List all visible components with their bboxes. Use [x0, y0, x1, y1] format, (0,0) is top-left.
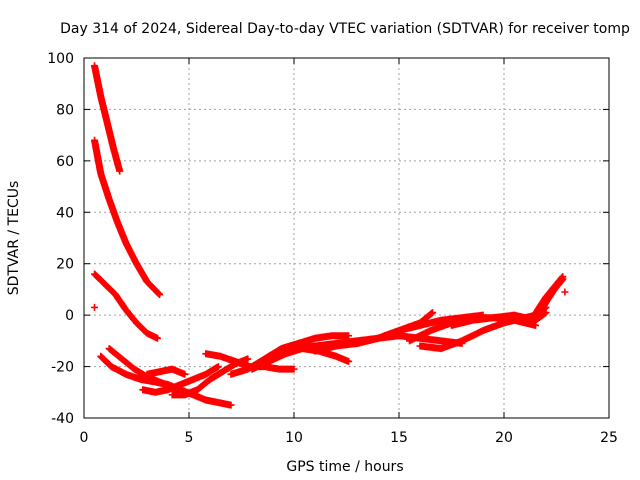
axis-ticks [83, 57, 610, 419]
data-point-markers [91, 270, 161, 342]
y-tick-label: 40 [56, 205, 74, 221]
x-tick-label: 15 [390, 430, 408, 446]
data-point-markers [91, 303, 98, 311]
x-tick-label: 0 [80, 430, 89, 446]
y-tick-label: 100 [47, 51, 74, 67]
data-point-markers [311, 309, 437, 355]
y-tick-label: 20 [56, 257, 74, 273]
x-tick-label: 20 [495, 430, 513, 446]
series-arc-3 [91, 270, 161, 342]
data-series [91, 62, 569, 409]
x-tick-labels: 0 5 10 15 20 25 [80, 430, 618, 446]
x-tick-label: 10 [285, 430, 303, 446]
data-point-markers [143, 365, 189, 378]
chart-title: Day 314 of 2024, Sidereal Day-to-day VTE… [60, 21, 630, 37]
series-arc-20 [532, 275, 567, 324]
series-arc-4 [91, 303, 98, 311]
y-tick-label: 60 [56, 154, 74, 170]
data-point-markers [561, 288, 569, 296]
y-tick-label: 80 [56, 102, 74, 118]
data-point-markers [139, 363, 222, 396]
data-point-markers [91, 62, 124, 175]
series-arc-1 [91, 62, 124, 175]
y-tick-label: 0 [65, 308, 74, 324]
series-arc-14 [311, 309, 437, 355]
data-point-markers [91, 136, 164, 299]
series-arc-7 [139, 363, 222, 396]
series-arc-5 [97, 352, 235, 409]
data-point-markers [532, 275, 567, 324]
grid [84, 58, 609, 418]
y-tick-label: -20 [51, 360, 74, 376]
series-arc-2 [91, 136, 164, 299]
series-arc-8 [143, 365, 189, 378]
x-tick-label: 5 [185, 430, 194, 446]
plot-frame [83, 57, 610, 419]
series-arc-21 [561, 288, 569, 296]
y-tick-label: -40 [51, 411, 74, 427]
y-axis-title: SDTVAR / TECUs [6, 181, 22, 296]
data-point-markers [97, 352, 235, 409]
x-axis-title: GPS time / hours [286, 459, 403, 475]
x-tick-label: 25 [600, 430, 618, 446]
y-tick-labels: -40 -20 0 20 40 60 80 100 [47, 51, 74, 427]
